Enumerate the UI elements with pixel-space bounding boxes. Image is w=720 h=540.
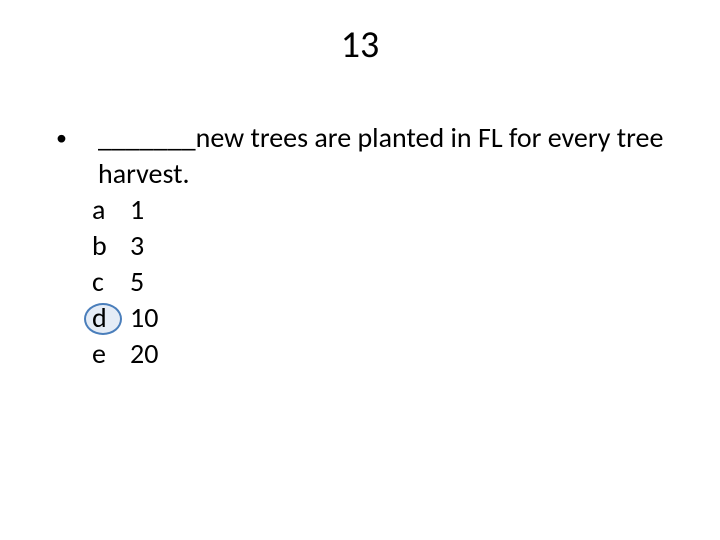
option-e: e 20 xyxy=(92,336,670,372)
option-b: b 3 xyxy=(92,228,670,264)
option-value: 3 xyxy=(130,228,144,264)
slide: 13 • _______new trees are planted in FL … xyxy=(0,0,720,540)
question-text: _______new trees are planted in FL for e… xyxy=(98,120,670,192)
option-value: 10 xyxy=(130,300,158,336)
slide-title: 13 xyxy=(0,0,720,68)
option-value: 20 xyxy=(130,336,158,372)
content-area: • _______new trees are planted in FL for… xyxy=(50,120,670,372)
option-a: a 1 xyxy=(92,192,670,228)
option-letter: c xyxy=(92,264,130,300)
option-d: d 10 xyxy=(92,300,670,336)
option-value: 5 xyxy=(130,264,144,300)
options-list: a 1 b 3 c 5 d 10 e 20 xyxy=(50,192,670,372)
question-row: • _______new trees are planted in FL for… xyxy=(50,120,670,192)
option-letter: d xyxy=(92,300,130,336)
option-letter: b xyxy=(92,228,130,264)
option-c: c 5 xyxy=(92,264,670,300)
option-letter: a xyxy=(92,192,130,228)
bullet-icon: • xyxy=(50,120,98,152)
option-value: 1 xyxy=(130,192,144,228)
option-letter: e xyxy=(92,336,130,372)
